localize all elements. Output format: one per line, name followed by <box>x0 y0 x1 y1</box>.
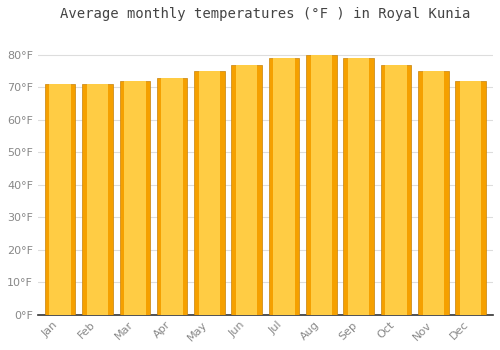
Bar <box>422 71 444 315</box>
Bar <box>269 58 300 315</box>
Title: Average monthly temperatures (°F ) in Royal Kunia: Average monthly temperatures (°F ) in Ro… <box>60 7 470 21</box>
Bar <box>232 65 262 315</box>
Bar <box>198 71 220 315</box>
Bar <box>157 78 188 315</box>
Bar <box>380 65 412 315</box>
Bar <box>194 71 225 315</box>
Bar <box>45 84 76 315</box>
Bar <box>418 71 448 315</box>
Bar <box>344 58 374 315</box>
Bar <box>386 65 406 315</box>
Bar <box>310 55 332 315</box>
Bar <box>120 81 150 315</box>
Bar <box>460 81 481 315</box>
Bar <box>348 58 370 315</box>
Bar <box>236 65 258 315</box>
Bar <box>50 84 71 315</box>
Bar <box>87 84 108 315</box>
Bar <box>274 58 295 315</box>
Bar <box>124 81 146 315</box>
Bar <box>162 78 183 315</box>
Bar <box>306 55 336 315</box>
Bar <box>456 81 486 315</box>
Bar <box>82 84 113 315</box>
